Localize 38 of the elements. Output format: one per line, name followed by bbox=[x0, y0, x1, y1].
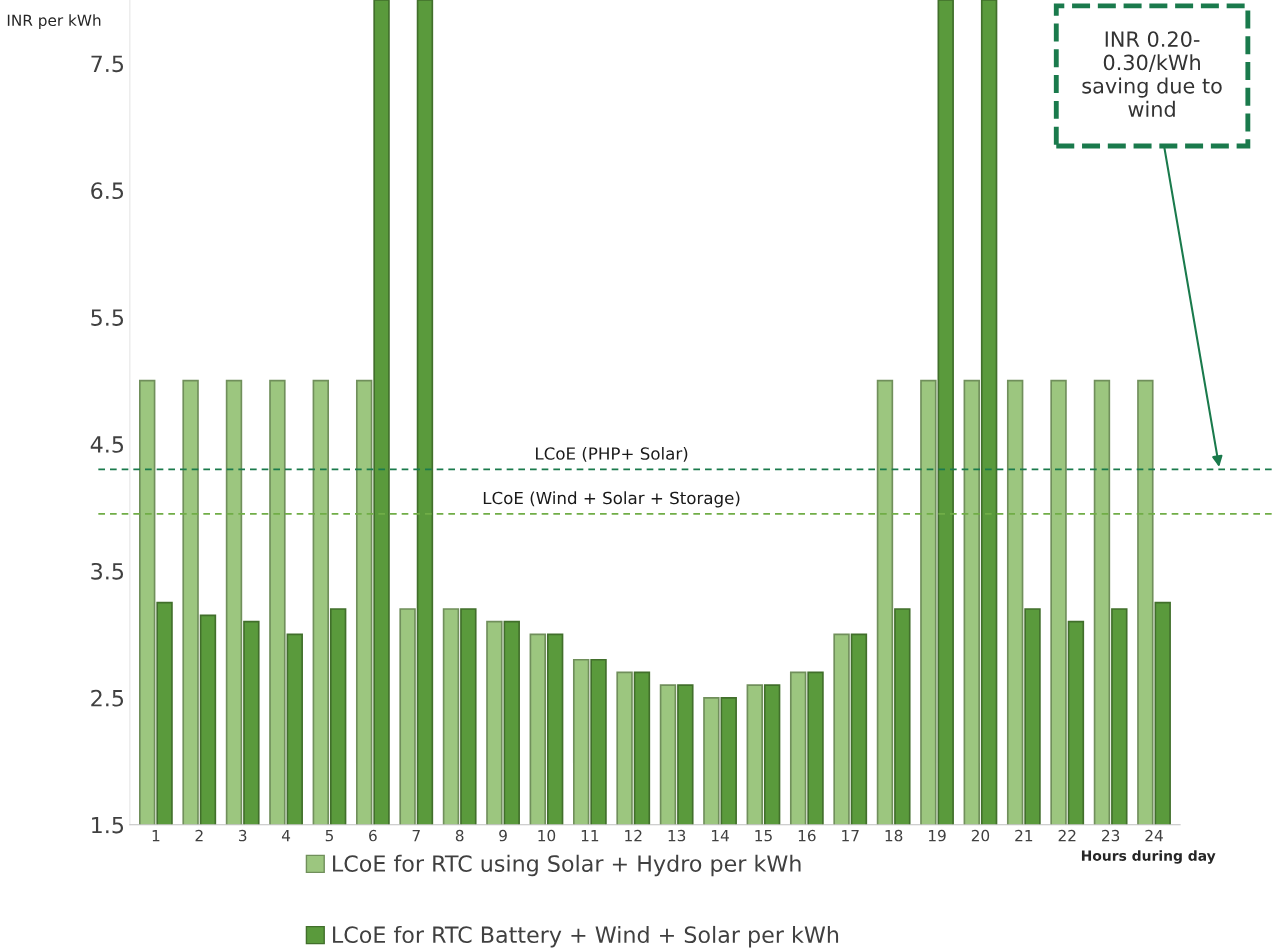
x-tick-label: 5 bbox=[325, 830, 333, 842]
x-tick-label: 20 bbox=[971, 829, 990, 842]
x-tick-label: 9 bbox=[499, 829, 507, 842]
x-tick-label: 4 bbox=[281, 830, 291, 842]
x-tick-label: 18 bbox=[885, 829, 903, 842]
x-tick-label: 23 bbox=[1102, 829, 1120, 842]
x-tick-label: 3 bbox=[238, 829, 247, 842]
y-tick-label: 4.5 bbox=[90, 436, 124, 453]
y-tick-label: 5.5 bbox=[91, 309, 124, 326]
legend-label: LCoE for RTC Battery + Wind + Solar per kWh bbox=[333, 925, 839, 948]
x-tick-label: 22 bbox=[1058, 829, 1076, 842]
x-tick-label: 7 bbox=[412, 830, 420, 842]
y-axis-title: INR per kWh bbox=[7, 14, 101, 30]
y-tick-label: 3.5 bbox=[91, 562, 124, 580]
x-tick-label: 11 bbox=[581, 830, 599, 842]
ref-line-label: LCoE (Wind + Solar + Storage) bbox=[483, 491, 740, 508]
x-tick-label: 1 bbox=[152, 830, 160, 842]
x-tick-label: 16 bbox=[798, 829, 816, 842]
y-tick-label: 1.5 bbox=[92, 816, 124, 834]
ref-line-label: LCoE (PHP+ Solar) bbox=[536, 446, 688, 462]
legend-label: LCoE for RTC using Solar + Hydro per kWh bbox=[333, 854, 801, 877]
x-tick-label: 13 bbox=[668, 829, 686, 842]
x-tick-label: 6 bbox=[369, 829, 377, 842]
y-tick-label: 6.5 bbox=[91, 182, 124, 200]
x-tick-label: 24 bbox=[1145, 829, 1163, 842]
x-tick-label: 21 bbox=[1015, 829, 1033, 842]
y-tick-label: 2.5 bbox=[91, 689, 124, 707]
x-tick-label: 17 bbox=[842, 830, 859, 842]
annotation: INR 0.20- 0.30/kWh saving due to wind bbox=[1082, 31, 1222, 117]
y-tick-label: 7.5 bbox=[91, 55, 124, 73]
x-tick-label: 10 bbox=[538, 829, 556, 842]
x-tick-label: 14 bbox=[712, 830, 729, 842]
x-axis-title: Hours during day bbox=[1081, 850, 1216, 864]
x-tick-label: 12 bbox=[625, 829, 642, 842]
x-tick-label: 8 bbox=[455, 829, 464, 842]
x-tick-label: 2 bbox=[195, 829, 203, 842]
x-tick-label: 15 bbox=[755, 830, 772, 842]
x-tick-label: 19 bbox=[929, 829, 946, 842]
